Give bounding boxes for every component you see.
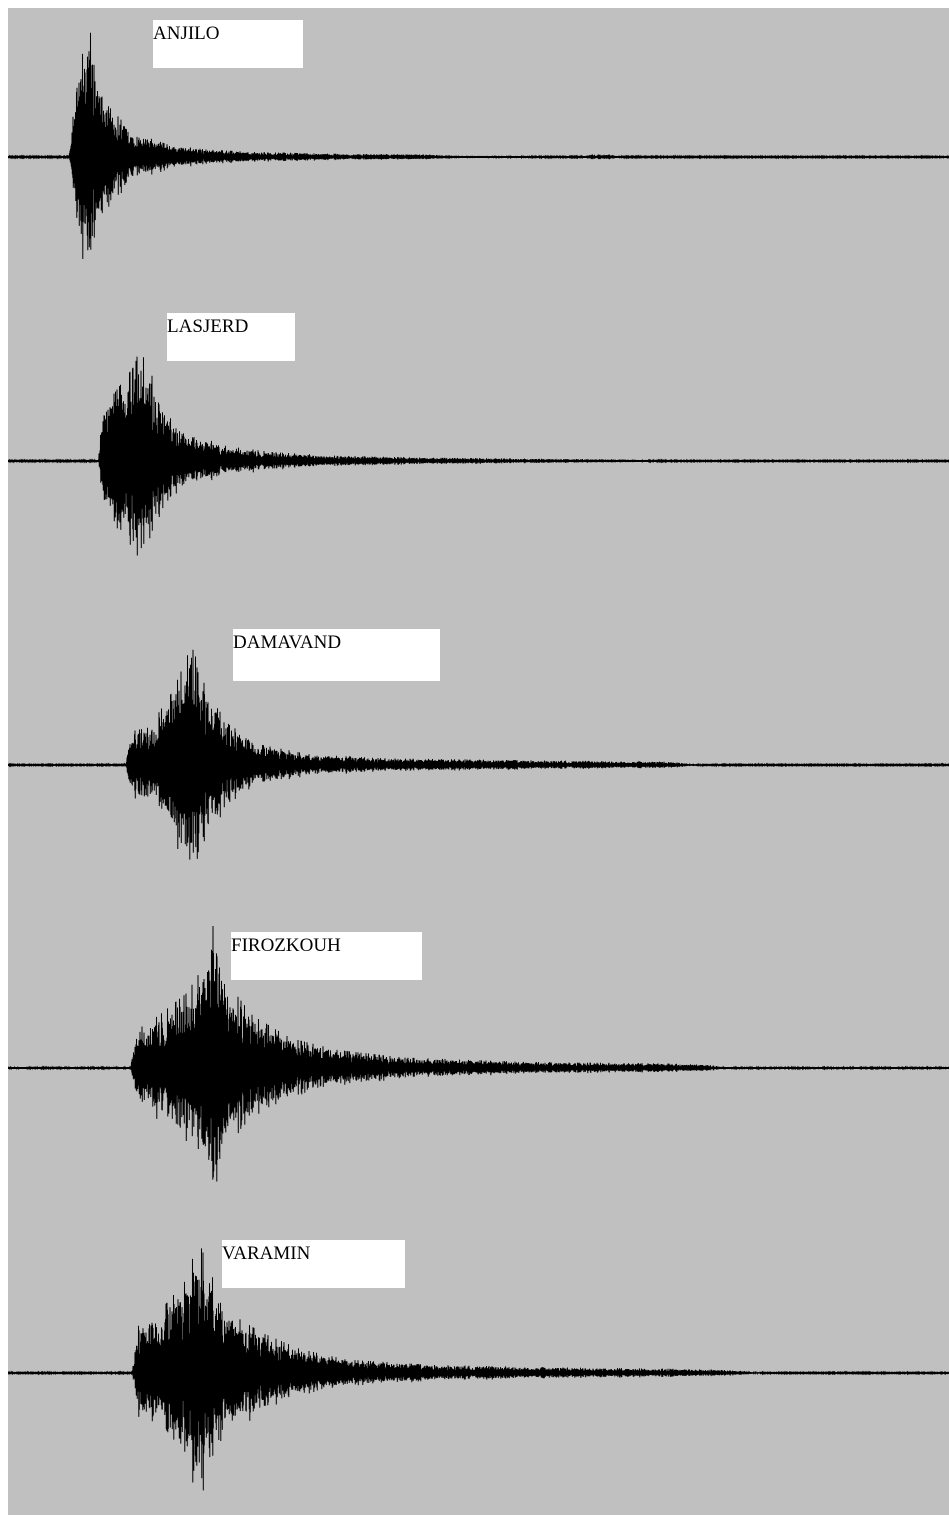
- seismogram-plot-area: ANJILO LASJERD DAMAVAND FIROZKOUH VARAMI…: [8, 8, 949, 1515]
- waveform-damavand: [8, 649, 949, 860]
- waveform-anjilo: [8, 32, 949, 260]
- trace-label-varamin: VARAMIN: [222, 1240, 405, 1288]
- waveform-varamin: [8, 1248, 949, 1491]
- trace-label-anjilo: ANJILO: [153, 20, 303, 68]
- trace-label-firozkouh: FIROZKOUH: [231, 932, 422, 980]
- trace-label-text: FIROZKOUH: [231, 935, 341, 956]
- trace-label-text: LASJERD: [167, 316, 249, 337]
- trace-label-text: DAMAVAND: [233, 632, 342, 653]
- trace-label-damavand: DAMAVAND: [233, 629, 440, 681]
- trace-label-text: ANJILO: [153, 23, 220, 44]
- waveform-lasjerd: [8, 356, 949, 556]
- waveform-firozkouh: [8, 925, 949, 1182]
- seismogram-traces: [8, 32, 949, 1491]
- trace-label-lasjerd: LASJERD: [167, 313, 295, 361]
- trace-label-text: VARAMIN: [222, 1243, 311, 1264]
